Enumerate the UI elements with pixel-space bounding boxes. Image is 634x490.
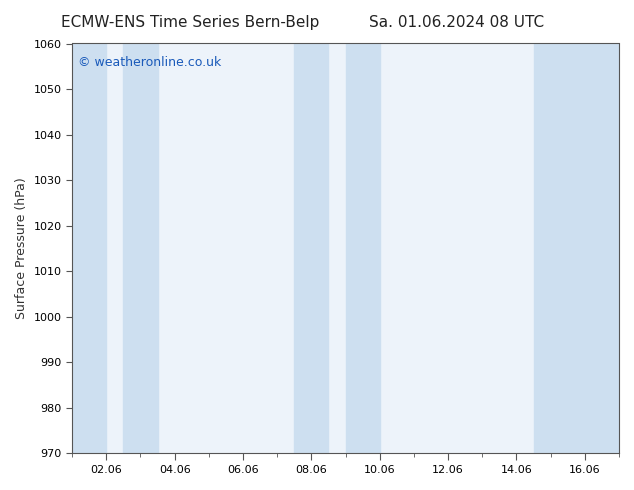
Y-axis label: Surface Pressure (hPa): Surface Pressure (hPa) <box>15 177 28 319</box>
Bar <box>294 44 328 453</box>
Bar <box>346 44 380 453</box>
Text: © weatheronline.co.uk: © weatheronline.co.uk <box>77 56 221 69</box>
Bar <box>534 44 619 453</box>
Bar <box>72 44 107 453</box>
Bar <box>124 44 158 453</box>
Text: ECMW-ENS Time Series Bern-Belp: ECMW-ENS Time Series Bern-Belp <box>61 15 320 30</box>
Text: Sa. 01.06.2024 08 UTC: Sa. 01.06.2024 08 UTC <box>369 15 544 30</box>
